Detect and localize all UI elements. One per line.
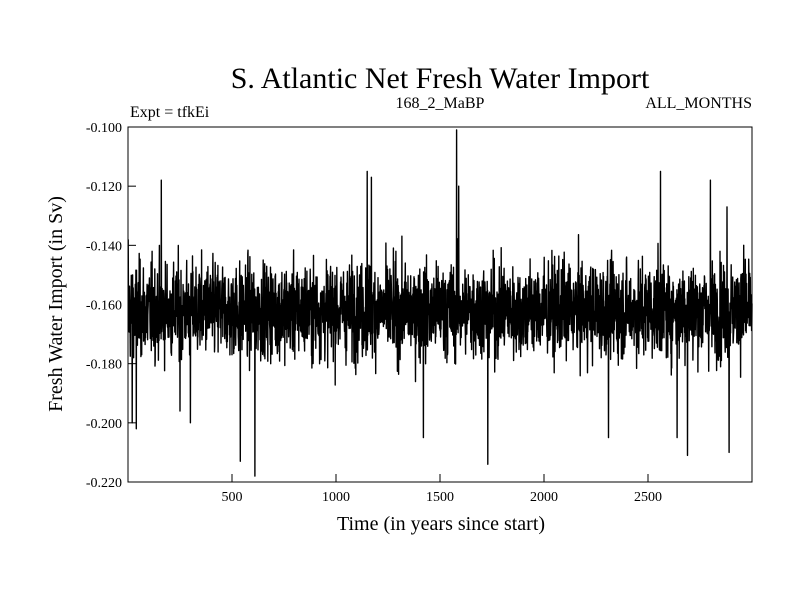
y-tick-label: -0.180 (86, 358, 122, 373)
y-tick-label: -0.220 (86, 476, 122, 491)
y-axis: -0.220 -0.200 -0.180 -0.160 -0.140 -0.120 -0.1… (86, 121, 136, 491)
plot-area (127, 126, 753, 483)
y-tick-label: -0.140 (86, 239, 122, 254)
chart-title: S. Atlantic Net Fresh Water Import (231, 62, 650, 95)
y-tick-label: -0.160 (86, 299, 122, 314)
x-axis-label: Time (in years since start) (337, 513, 545, 535)
data-layer (127, 129, 753, 477)
y-tick-label: -0.200 (86, 417, 122, 432)
x-tick-label: 500 (222, 490, 243, 505)
x-axis: 500 1000 1500 2000 2500 (222, 474, 662, 505)
x-tick-label: 2000 (530, 490, 558, 505)
experiment-label: Expt = tfkEi (130, 104, 210, 121)
y-tick-label: -0.100 (86, 121, 122, 136)
run-label: 168_2_MaBP (396, 95, 485, 112)
months-label: ALL_MONTHS (645, 95, 752, 112)
x-tick-label: 1500 (426, 490, 454, 505)
y-tick-label: -0.120 (86, 180, 122, 195)
series-line (127, 129, 753, 477)
x-tick-label: 2500 (634, 490, 662, 505)
y-axis-label: Fresh Water Import (in Sv) (45, 196, 67, 412)
x-tick-label: 1000 (322, 490, 350, 505)
